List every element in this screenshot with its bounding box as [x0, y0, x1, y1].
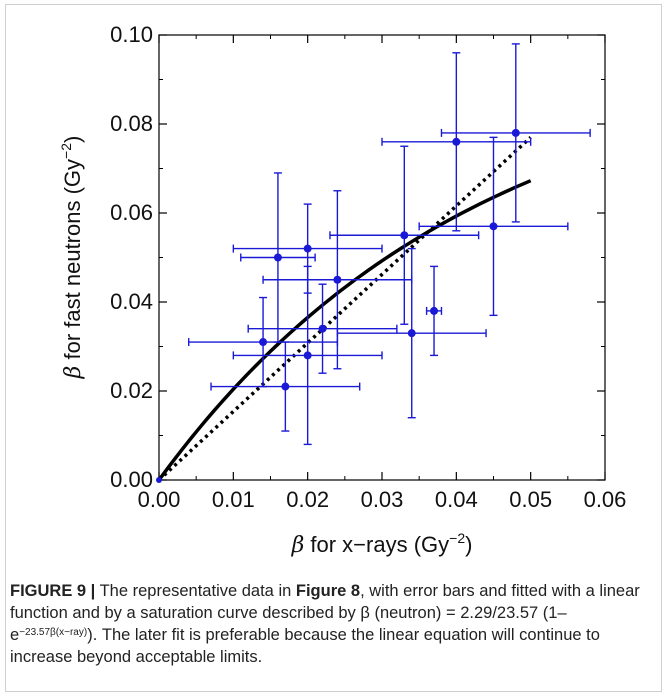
linear-fit-line — [157, 136, 532, 482]
caption-text-3: ). The later fit is preferable because t… — [10, 626, 600, 666]
y-axis-ticks: 0.00 0.02 0.04 0.06 0.08 0.10 — [110, 22, 605, 492]
fit-curves — [157, 136, 532, 482]
x-tick-label: 0.02 — [286, 487, 329, 512]
data-point — [281, 382, 290, 391]
data-point — [400, 231, 409, 240]
x-tick-label: 0.06 — [584, 487, 627, 512]
data-point — [259, 338, 268, 347]
data-point — [452, 137, 461, 146]
data-point — [303, 244, 312, 253]
origin-point — [156, 477, 162, 483]
data-points — [156, 128, 520, 483]
x-tick-label: 0.05 — [509, 487, 552, 512]
y-tick-label: 0.04 — [110, 289, 153, 314]
error-bars — [188, 43, 591, 446]
data-point — [273, 253, 282, 262]
caption-figure-ref[interactable]: Figure 8 — [295, 582, 361, 600]
x-axis-ticks: 0.00 0.01 0.02 0.03 0.04 0.05 0.06 — [138, 35, 627, 512]
y-tick-label: 0.02 — [110, 378, 153, 403]
x-axis-label: β for x−rays (Gy−2) — [291, 530, 473, 558]
saturation-fit-curve — [157, 179, 532, 482]
x-tick-label: 0.00 — [138, 487, 181, 512]
data-point — [333, 275, 342, 284]
y-tick-label: 0.06 — [110, 200, 153, 225]
data-point — [318, 324, 327, 333]
y-tick-label: 0.08 — [110, 111, 153, 136]
x-tick-label: 0.03 — [361, 487, 404, 512]
y-tick-label: 0.00 — [110, 467, 153, 492]
plot-area — [158, 34, 606, 481]
y-tick-label: 0.10 — [110, 22, 153, 47]
data-point — [489, 222, 498, 231]
data-point — [303, 351, 312, 360]
x-tick-label: 0.04 — [435, 487, 478, 512]
y-axis-label: β for fast neutrons (Gy−2) — [58, 136, 86, 380]
figure-caption: FIGURE 9 | The representative data in Fi… — [10, 580, 648, 668]
data-point — [430, 306, 439, 315]
figure-frame — [5, 4, 662, 692]
caption-label: FIGURE 9 | — [10, 582, 96, 600]
caption-text-2: , with error bars and fitted with a line… — [10, 582, 640, 644]
x-tick-label: 0.01 — [212, 487, 255, 512]
chart-plot: 0.00 0.01 0.02 0.03 0.04 0.05 0.06 0.000.020.0… — [58, 22, 627, 558]
caption-text-1: The representative data in — [95, 582, 296, 600]
data-point — [407, 329, 416, 338]
data-point — [511, 128, 520, 137]
caption-exponent: −23.57β(x−ray) — [19, 627, 88, 638]
